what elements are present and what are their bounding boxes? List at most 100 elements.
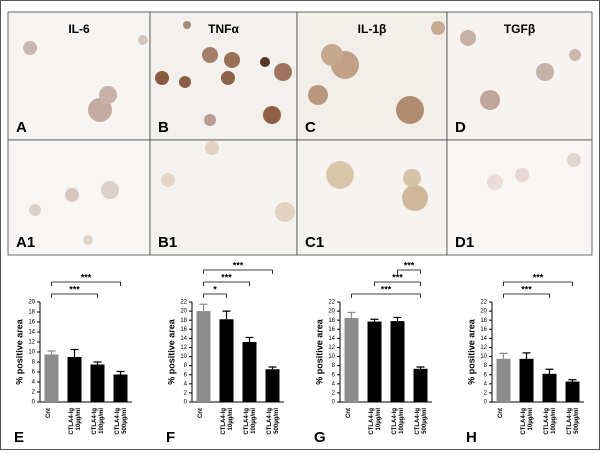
x-tick-label: 500µg/ml	[422, 408, 428, 434]
y-tick-label: 4	[32, 380, 36, 386]
bar	[565, 381, 580, 402]
significance-label: ***	[392, 272, 403, 282]
x-tick-label: 10µg/ml	[376, 408, 382, 431]
panel-letter: E	[14, 429, 24, 446]
x-tick-label: 10µg/ml	[528, 408, 534, 431]
bar	[496, 358, 511, 402]
x-tick-label: 100µg/ml	[551, 408, 557, 434]
significance-label: ***	[221, 272, 232, 282]
y-tick-label: 0	[184, 400, 188, 406]
y-tick-label: 18	[328, 318, 335, 324]
y-axis-label: % positive area	[14, 318, 24, 385]
x-tick-label: CTLA4-Ig	[244, 408, 250, 435]
significance-label: ***	[69, 284, 80, 294]
y-tick-label: 0	[32, 400, 36, 406]
x-tick-label: CTLA4-Ig	[415, 408, 421, 435]
y-tick-label: 6	[184, 372, 188, 378]
y-tick-label: 14	[328, 336, 335, 342]
y-tick-label: 8	[484, 363, 488, 369]
bar	[367, 321, 382, 402]
significance-label: ***	[233, 260, 244, 270]
x-tick-label: CTLA4-Ig	[392, 408, 398, 435]
significance-label: ***	[404, 260, 415, 270]
y-tick-label: 14	[28, 330, 35, 336]
stain-label: IL-6	[68, 22, 90, 36]
error-bar	[393, 316, 402, 322]
error-bar	[222, 310, 231, 320]
x-tick-label: 500µg/ml	[274, 408, 280, 434]
significance-label: ***	[381, 284, 392, 294]
x-tick-label: CTLA4-Ig	[369, 408, 375, 435]
significance-bracket	[397, 269, 421, 274]
x-tick-label: Cnt	[198, 408, 204, 418]
y-tick-label: 10	[480, 354, 487, 360]
y-tick-label: 22	[480, 300, 487, 306]
y-tick-label: 0	[332, 400, 336, 406]
y-tick-label: 12	[28, 340, 35, 346]
error-bar	[370, 318, 379, 322]
bar	[113, 374, 128, 402]
bar	[196, 311, 211, 402]
stain-label: IL-1β	[358, 22, 387, 36]
bar	[90, 364, 105, 402]
panel-letter: F	[166, 429, 175, 446]
x-tick-label: 100µg/ml	[399, 408, 405, 434]
error-bar	[416, 366, 425, 369]
panel-letter: D	[455, 119, 466, 136]
y-tick-label: 18	[180, 318, 187, 324]
significance-bracket	[203, 281, 250, 286]
micrographs	[7, 11, 593, 256]
significance-bracket	[203, 293, 227, 298]
x-tick-label: 10µg/ml	[76, 408, 82, 431]
y-tick-label: 2	[332, 390, 336, 396]
y-tick-label: 12	[480, 345, 487, 351]
y-tick-label: 12	[180, 345, 187, 351]
y-tick-label: 16	[328, 327, 335, 333]
y-tick-label: 4	[332, 381, 336, 387]
x-tick-label: CTLA4-Ig	[115, 408, 121, 435]
significance-label: *	[213, 284, 217, 294]
panel-letter: D1	[455, 234, 474, 251]
panel-letter: B1	[158, 234, 177, 251]
significance-bracket	[503, 293, 550, 298]
panel-letter: H	[466, 429, 477, 446]
x-tick-label: CTLA4-Ig	[92, 408, 98, 435]
y-tick-label: 22	[328, 300, 335, 306]
y-tick-label: 16	[28, 320, 35, 326]
error-bar	[568, 379, 577, 382]
significance-bracket	[203, 269, 273, 274]
error-bar	[70, 348, 79, 357]
error-bar	[545, 368, 554, 374]
y-tick-label: 2	[32, 390, 36, 396]
panel-letter: G	[314, 429, 326, 446]
bar	[219, 319, 234, 402]
x-tick-label: Cnt	[46, 408, 52, 418]
y-tick-label: 16	[480, 327, 487, 333]
y-tick-label: 20	[180, 309, 187, 315]
y-tick-label: 20	[28, 300, 35, 306]
bar	[542, 373, 557, 402]
x-tick-label: CTLA4-Ig	[221, 408, 227, 435]
significance-bracket	[51, 281, 121, 286]
y-tick-label: 18	[480, 318, 487, 324]
error-bar	[522, 352, 531, 359]
error-bar	[47, 350, 56, 355]
y-tick-label: 10	[28, 350, 35, 356]
y-tick-label: 16	[180, 327, 187, 333]
error-bar	[93, 361, 102, 365]
stain-label: TGFβ	[504, 22, 535, 36]
y-tick-label: 6	[332, 372, 336, 378]
x-tick-label: CTLA4-Ig	[521, 408, 527, 435]
x-tick-label: CTLA4-Ig	[267, 408, 273, 435]
x-tick-label: 500µg/ml	[122, 408, 128, 434]
y-tick-label: 8	[184, 363, 188, 369]
y-axis-label: % positive area	[314, 318, 324, 385]
x-tick-label: CTLA4-Ig	[544, 408, 550, 435]
y-tick-label: 10	[180, 354, 187, 360]
panel-letter: C	[305, 119, 316, 136]
bar	[242, 342, 257, 402]
bar	[344, 317, 359, 402]
x-tick-label: 100µg/ml	[251, 408, 257, 434]
y-axis-label: % positive area	[166, 318, 176, 385]
x-tick-label: 10µg/ml	[228, 408, 234, 431]
